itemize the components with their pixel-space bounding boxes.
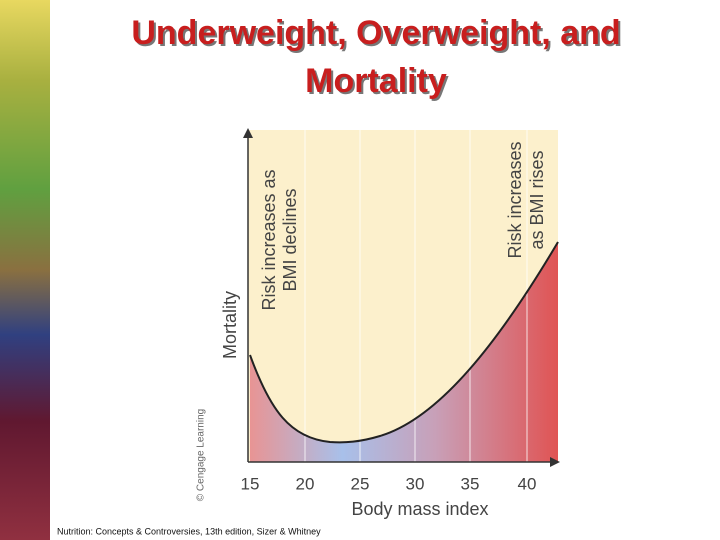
y-axis-label: Mortality	[220, 291, 240, 359]
note-line: BMI declines	[280, 188, 300, 291]
figure: 15 20 25 30 35 40 Body mass index Mortality R…	[196, 128, 560, 519]
gridlines	[304, 130, 528, 462]
x-axis-arrow	[550, 457, 560, 467]
title-line: Underweight, Overweight, and	[131, 14, 620, 52]
note-line: Risk increases	[505, 141, 525, 258]
footer: Nutrition: Concepts & Controversies, 13t…	[57, 526, 321, 536]
x-tick-label: 25	[351, 474, 370, 493]
y-axis-arrow	[243, 128, 253, 138]
x-tick-labels: 15 20 25 30 35 40	[241, 474, 537, 493]
x-tick-label: 40	[518, 474, 537, 493]
mortality-curve	[249, 241, 559, 444]
x-tick-label: 30	[406, 474, 425, 493]
title-shadow: Underweight, Overweight, and	[133, 16, 622, 54]
title-line: Mortality	[305, 62, 447, 100]
right-note: Risk increases as BMI rises	[505, 141, 547, 258]
x-tick-label: 20	[296, 474, 315, 493]
risk-area	[250, 242, 558, 462]
x-tick-label: 35	[461, 474, 480, 493]
decor-strip	[0, 0, 50, 540]
credit: © Cengage Learning	[196, 409, 207, 501]
x-axis-label: Body mass index	[351, 499, 488, 519]
title: Underweight, Overweight, and Underweight…	[131, 14, 622, 102]
note-line: as BMI rises	[527, 150, 547, 249]
left-note: Risk increases as BMI declines	[259, 169, 300, 310]
x-tick-label: 15	[241, 474, 260, 493]
note-line: Risk increases as	[259, 169, 279, 310]
title-shadow: Mortality	[307, 64, 449, 102]
